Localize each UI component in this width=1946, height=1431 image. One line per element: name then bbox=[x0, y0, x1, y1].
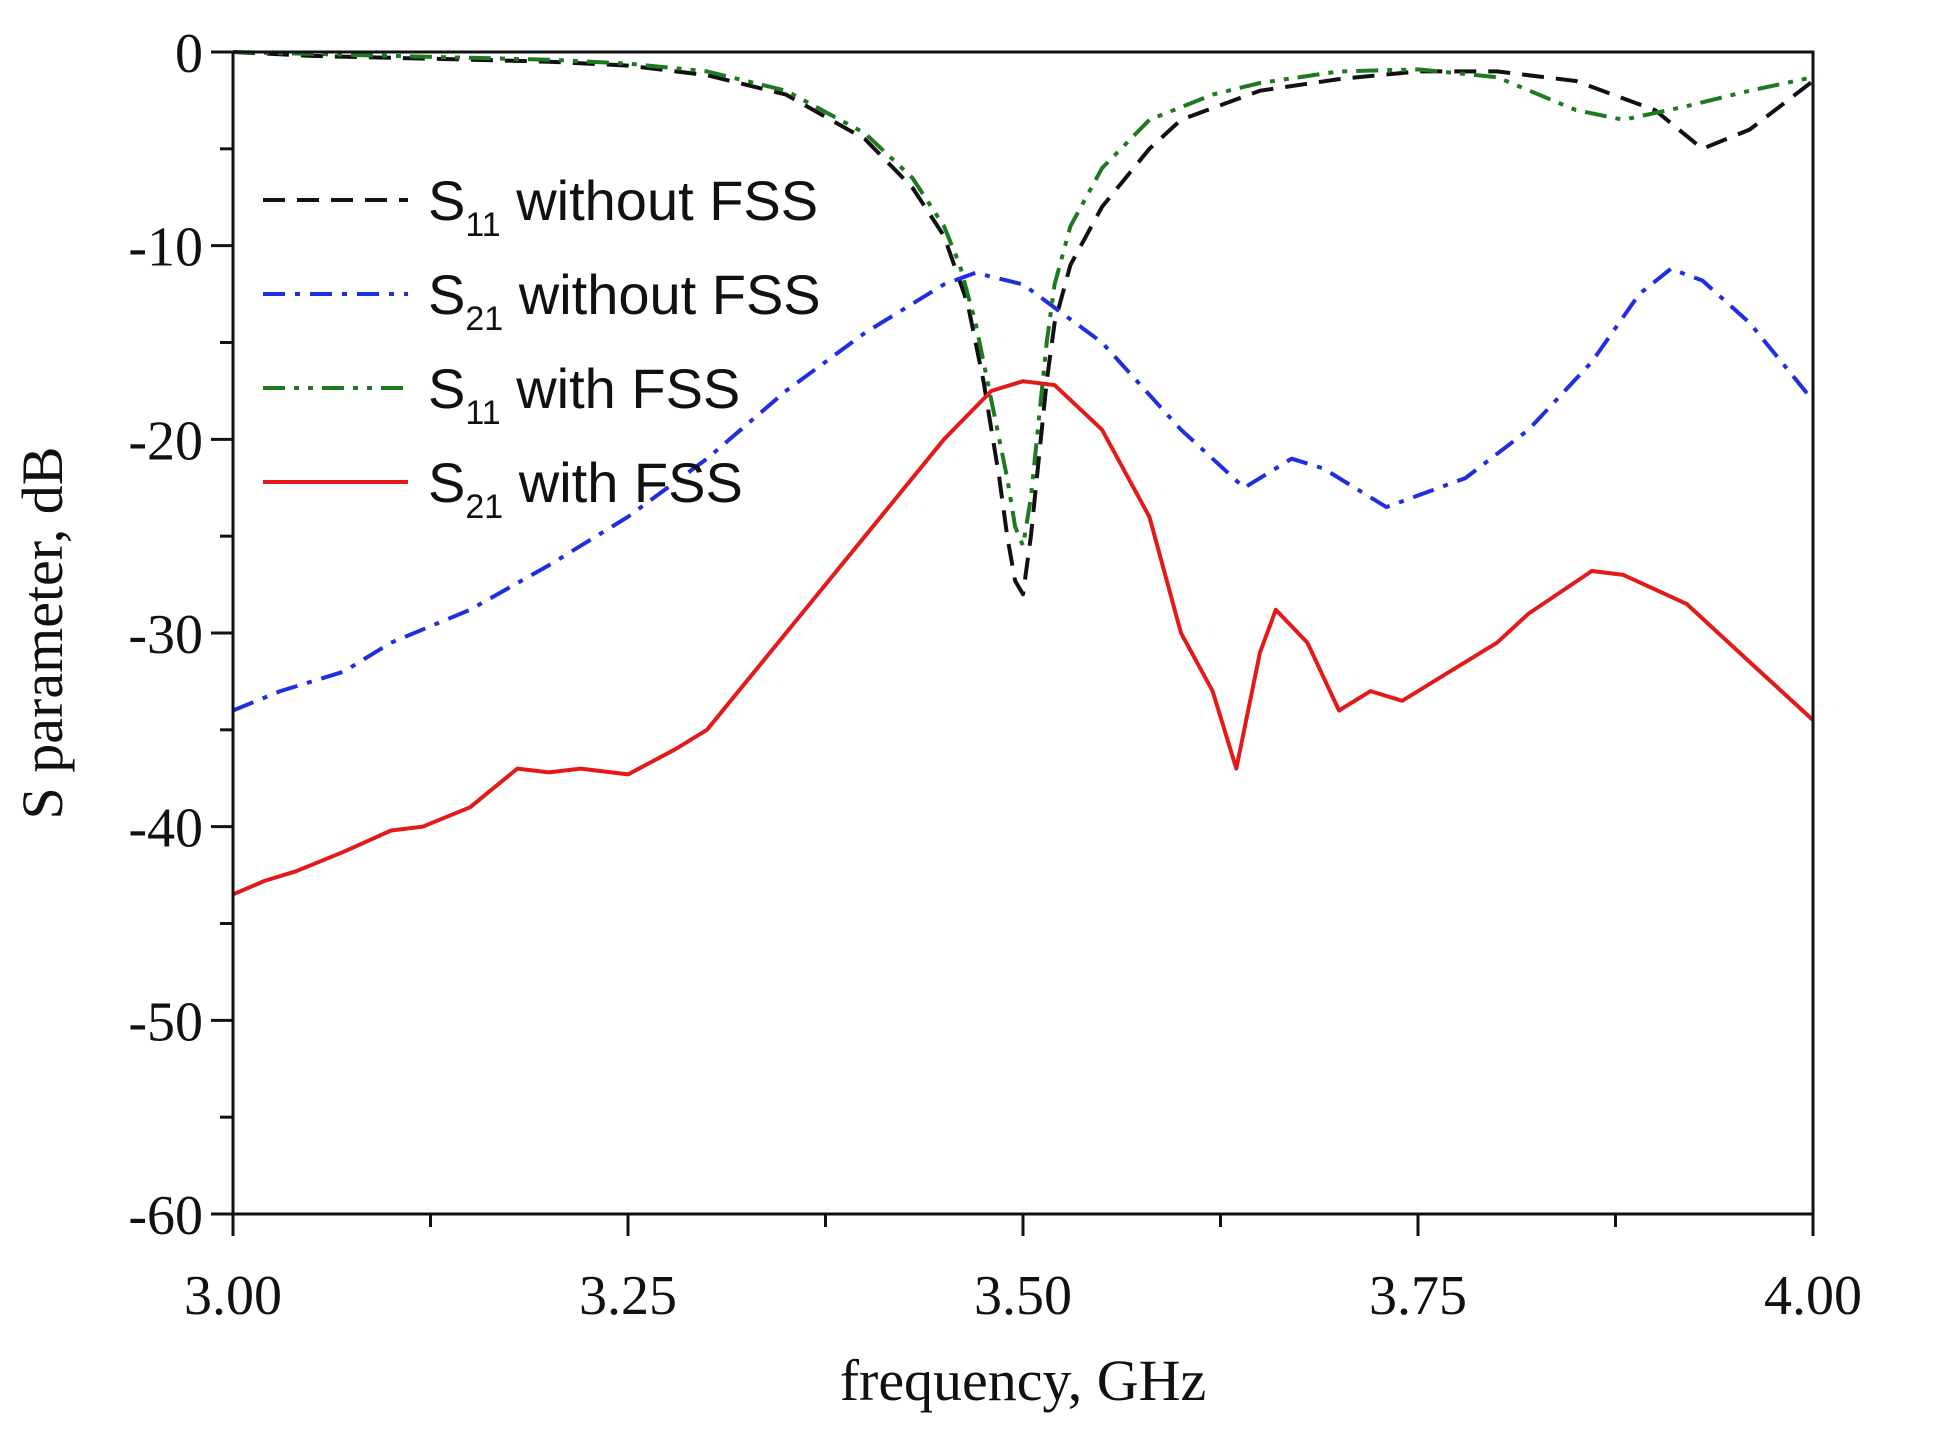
y-tick-label: -40 bbox=[128, 798, 203, 860]
y-tick-label: 0 bbox=[175, 23, 203, 85]
legend-label-4: S21 with FSS bbox=[428, 451, 743, 526]
x-tick-label: 3.25 bbox=[579, 1265, 677, 1327]
series-line-1 bbox=[232, 50, 1815, 597]
legend-label-3: S11 with FSS bbox=[428, 357, 740, 432]
legend-label-1: S11 without FSS bbox=[428, 169, 818, 244]
series-layer bbox=[232, 50, 1815, 897]
legend-label-2: S21 without FSS bbox=[428, 263, 821, 338]
y-tick-label: -10 bbox=[128, 217, 203, 279]
x-axis-title: frequency, GHz bbox=[840, 1348, 1207, 1413]
y-tick-label: -50 bbox=[128, 991, 203, 1053]
series-line-3 bbox=[232, 50, 1814, 548]
y-tick-label: -60 bbox=[128, 1185, 203, 1247]
ticks-layer: 3.00 3.25 3.50 3.75 4.00 0 -10 -20 -30 -40 -50 -60 bbox=[128, 23, 1862, 1327]
series-line-4 bbox=[232, 379, 1815, 897]
y-tick-label: -20 bbox=[128, 410, 203, 472]
x-tick-label: 3.50 bbox=[974, 1265, 1072, 1327]
x-tick-label: 3.75 bbox=[1369, 1265, 1467, 1327]
y-tick-label: -30 bbox=[128, 604, 203, 666]
x-tick-label: 4.00 bbox=[1764, 1265, 1862, 1327]
y-axis-title: S parameter, dB bbox=[10, 447, 75, 820]
legend: S11 without FSS S21 without FSS S11 with F… bbox=[263, 169, 821, 526]
series-line-2 bbox=[232, 266, 1815, 713]
x-tick-label: 3.00 bbox=[184, 1265, 282, 1327]
